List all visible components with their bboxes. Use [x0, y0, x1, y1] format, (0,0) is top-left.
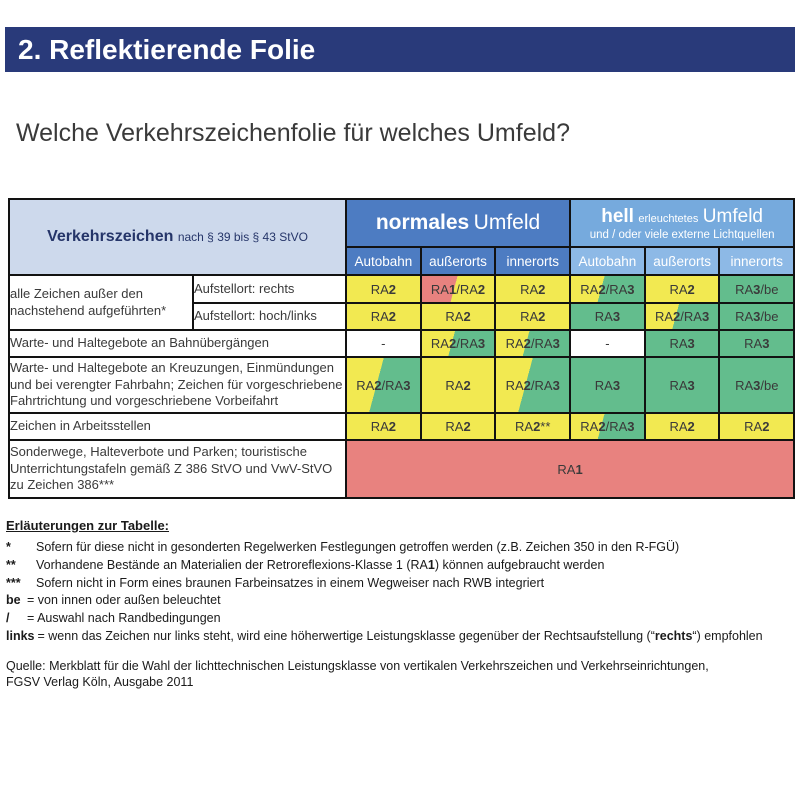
cell-ra-value: RA2/RA3	[569, 274, 646, 304]
footnote-mark: *	[6, 540, 11, 554]
cell-ra-value: RA2/RA3	[345, 356, 422, 414]
source-line-2: FGSV Verlag Köln, Ausgabe 2011	[6, 675, 194, 690]
cell-ra-value: RA2	[419, 302, 497, 331]
normal-umfeld-bold: normales	[375, 211, 470, 234]
cell-ra-value: RA2	[419, 412, 497, 441]
col-header-normal-ausserorts: außerorts	[419, 246, 497, 276]
header-row-groups: Verkehrszeichen nach § 39 bis § 43 StVO …	[8, 198, 796, 276]
hell-umfeld-subline: und / oder viele externe Lichtquellen	[589, 228, 775, 241]
cell-ra-value: RA2	[494, 274, 572, 304]
table-row-alle-zeichen-rechts: alle Zeichen außer den nachstehend aufge…	[8, 274, 796, 331]
header-row-locations: Autobahn außerorts innerorts Autobahn au…	[9, 246, 796, 276]
footnote-text: Vorhandene Bestände an Materialien der R…	[36, 557, 605, 572]
footnote-mark: be	[6, 593, 21, 608]
cell-ra-value: RA3	[643, 356, 721, 414]
cell-ra-value: RA3/be	[718, 302, 796, 331]
row-label-sonderwege: Sonderwege, Halteverbote und Parken; tou…	[8, 439, 347, 499]
footnote-links: links = wenn das Zeichen nur links steht…	[6, 628, 792, 644]
source-line-1: Quelle: Merkblatt für die Wahl der licht…	[6, 658, 709, 673]
table-row-sonderwege: Sonderwege, Halteverbote und Parken; tou…	[8, 439, 796, 499]
cell-ra-value: RA2/RA3	[643, 302, 721, 331]
row-label-alle-zeichen: alle Zeichen außer den nachstehend aufge…	[8, 274, 194, 331]
question-heading: Welche Verkehrszeichenfolie für welches …	[16, 119, 570, 147]
cell-ra-value: RA3	[569, 356, 646, 414]
group-header-hell-umfeld: hell erleuchtetes Umfeld und / oder viel…	[569, 198, 796, 248]
cell-ra-value: RA3/be	[718, 274, 796, 304]
cell-ra-value: RA2	[643, 274, 721, 304]
footnotes-heading: Erläuterungen zur Tabelle:	[6, 518, 170, 533]
col-header-hell-innerorts: innerorts	[718, 246, 796, 276]
col-header-hell-autobahn: Autobahn	[569, 246, 646, 276]
cell-ra-value: RA3	[718, 329, 796, 358]
table-row-alle-zeichen-hoch-links: Aufstellort: hoch/links RA2 RA2 RA2 RA3 …	[9, 302, 796, 331]
cell-ra-value: RA3	[569, 302, 646, 331]
footnote-double-star: ** Vorhandene Bestände an Materialien de…	[6, 557, 792, 573]
corner-header-rest: nach § 39 bis § 43 StVO	[177, 230, 308, 244]
cell-ra-value: RA2	[419, 356, 497, 414]
footnote-text: Sofern für diese nicht in gesonderten Re…	[36, 540, 680, 554]
cell-ra-value: RA2	[345, 412, 422, 441]
footnote-text: = Auswahl nach Randbedingungen	[27, 611, 221, 625]
row-sublabel-aufstellort-hoch-links: Aufstellort: hoch/links	[192, 302, 347, 331]
page-title: 2. Reflektierende Folie	[18, 34, 316, 65]
normal-umfeld-rest: Umfeld	[473, 211, 541, 234]
footnote-slash: / = Auswahl nach Randbedingungen	[6, 611, 792, 626]
table-row-arbeitsstellen: Zeichen in Arbeitsstellen RA2 RA2 RA2** …	[8, 412, 796, 441]
group-header-normal-umfeld: normales Umfeld	[344, 198, 572, 248]
table-row-bahnuebergaenge: Warte- und Haltegebote an Bahnübergängen…	[8, 329, 796, 358]
cell-ra-value: RA1/RA2	[419, 274, 497, 304]
cell-ra-value: -	[569, 329, 646, 358]
cell-ra-value: RA2/RA3	[494, 356, 572, 414]
cell-ra-value: RA3/be	[718, 356, 796, 414]
cell-ra-value: RA2/RA3	[569, 412, 646, 441]
cell-ra-value: RA2	[718, 412, 796, 441]
footnote-be: be = von innen oder außen beleuchtet	[6, 593, 792, 608]
footnote-mark: /	[6, 611, 10, 625]
row-label-arbeitsstellen: Zeichen in Arbeitsstellen	[8, 412, 347, 441]
cell-ra-value: RA2	[345, 274, 422, 304]
cell-ra1-span: RA1	[344, 439, 796, 499]
footnote-mark: **	[6, 557, 16, 572]
footnote-star: * Sofern für diese nicht in gesonderten …	[6, 540, 792, 555]
footnote-text: = von innen oder außen beleuchtet	[27, 593, 221, 608]
hell-umfeld-big: Umfeld	[702, 205, 763, 227]
cell-ra-value: RA2/RA3	[419, 329, 497, 358]
hell-umfeld-bold: hell	[601, 205, 634, 227]
footnotes-section: Erläuterungen zur Tabelle: * Sofern für …	[6, 518, 792, 691]
cell-ra-value: -	[345, 329, 422, 358]
table-row-kreuzungen: Warte- und Haltegebote an Kreuzungen, Ei…	[8, 356, 796, 414]
footnote-text: Sofern nicht in Form eines braunen Farbe…	[36, 575, 545, 590]
cell-ra-value: RA3	[643, 329, 721, 358]
cell-ra-value: RA2	[345, 302, 422, 331]
col-header-normal-innerorts: innerorts	[494, 246, 572, 276]
cell-ra-value: RA2	[643, 412, 721, 441]
source-reference: Quelle: Merkblatt für die Wahl der licht…	[6, 658, 792, 692]
footnote-text: = wenn das Zeichen nur links steht, wird…	[37, 628, 763, 643]
footnote-triple-star: *** Sofern nicht in Form eines braunen F…	[6, 575, 792, 591]
cell-ra-value: RA2**	[494, 412, 572, 441]
title-bar: 2. Reflektierende Folie	[5, 27, 795, 72]
corner-header: Verkehrszeichen nach § 39 bis § 43 StVO	[8, 198, 347, 276]
col-header-hell-ausserorts: außerorts	[643, 246, 721, 276]
footnote-mark: links	[6, 628, 35, 643]
row-label-bahnuebergaenge: Warte- und Haltegebote an Bahnübergängen	[8, 329, 347, 358]
hell-umfeld-small: erleuchtetes	[638, 212, 699, 225]
col-header-normal-autobahn: Autobahn	[345, 246, 422, 276]
row-sublabel-aufstellort-rechts: Aufstellort: rechts	[192, 274, 347, 304]
footnote-mark: ***	[6, 575, 21, 590]
cell-ra-value: RA2/RA3	[494, 329, 572, 358]
foil-environment-table: Verkehrszeichen nach § 39 bis § 43 StVO …	[8, 198, 796, 499]
row-label-kreuzungen: Warte- und Haltegebote an Kreuzungen, Ei…	[8, 356, 347, 414]
cell-ra-value: RA2	[494, 302, 572, 331]
corner-header-bold: Verkehrszeichen	[47, 228, 174, 245]
